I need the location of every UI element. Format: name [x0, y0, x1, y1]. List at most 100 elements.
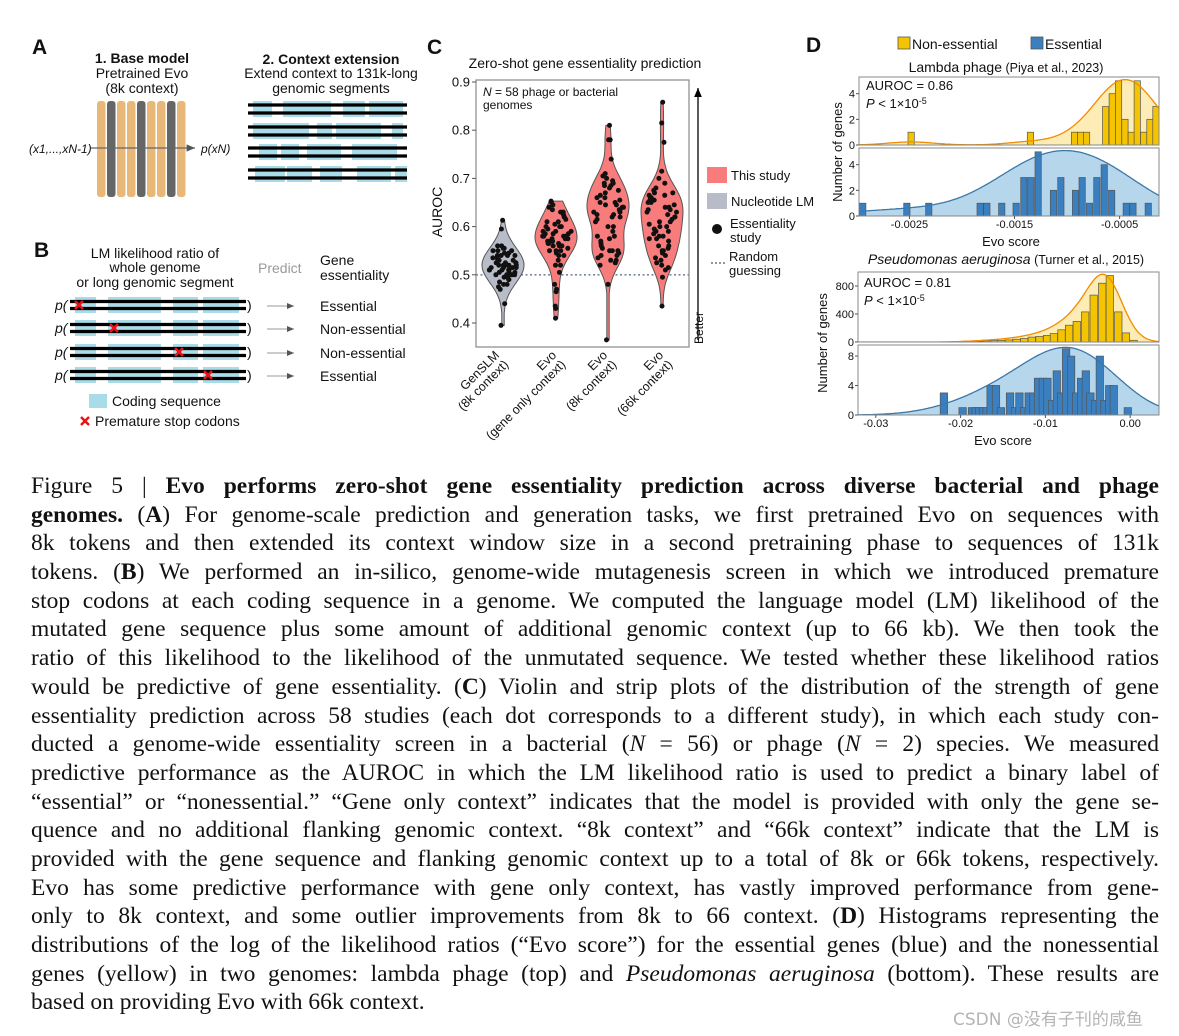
x-tick-label: GenSLM(8k context) — [455, 348, 511, 413]
study-dot — [555, 219, 561, 225]
study-dot — [656, 233, 662, 239]
study-dot — [645, 207, 651, 213]
study-dot — [487, 267, 492, 273]
study-dot — [646, 236, 652, 242]
study-dot — [547, 248, 552, 254]
plot-area — [859, 149, 1159, 216]
x-tick-label: -0.02 — [948, 418, 973, 430]
histogram-bar — [1081, 311, 1090, 342]
histogram-bar — [1098, 282, 1107, 342]
model-layer — [177, 101, 186, 197]
p-symbol: P — [864, 293, 873, 308]
caption-text: ) Histograms representing the — [857, 903, 1159, 930]
base-model-line2: (8k context) — [105, 80, 178, 96]
caption-bold-text: C — [461, 673, 479, 700]
essentiality-label: Essential — [320, 368, 377, 384]
study-dot — [594, 233, 600, 239]
y-tick-label: 0.5 — [452, 267, 470, 282]
study-dot — [671, 202, 677, 208]
study-dot — [653, 255, 658, 261]
legend-this-study: This study — [731, 168, 791, 183]
y-tick-label: 8 — [848, 351, 854, 363]
plot-area — [859, 78, 1159, 145]
coding-sequence-block — [108, 320, 161, 336]
coding-sequence-swatch — [89, 394, 107, 408]
target-line1: Gene — [320, 252, 354, 268]
study-dot — [498, 322, 504, 328]
legend-dot-icon — [712, 224, 722, 234]
caption-line: mutated gene sequence plus some amount o… — [31, 615, 1159, 644]
essentiality-label: Essential — [320, 298, 377, 314]
study-dot — [607, 236, 612, 242]
coding-sequence-block — [108, 344, 161, 360]
p-close-label: ) — [247, 367, 252, 383]
study-dot — [605, 224, 611, 230]
study-dot — [659, 120, 665, 126]
histogram-bar — [1078, 177, 1086, 216]
study-dot — [561, 253, 567, 258]
study-dot — [493, 260, 499, 266]
study-dot — [558, 262, 563, 268]
histogram-bar — [1049, 333, 1058, 342]
histogram-bar — [1083, 131, 1091, 145]
panel-b: B LM likelihood ratio of whole genome or… — [34, 239, 406, 429]
study-dot — [556, 269, 562, 275]
panel-label-b: B — [34, 239, 49, 262]
caption-text: ( — [123, 501, 146, 528]
violin-2 — [586, 124, 630, 341]
histogram-bar — [1095, 355, 1104, 415]
caption-line: stop codons at each coding sequence in a… — [31, 587, 1159, 616]
y-tick-label: 0 — [848, 337, 854, 349]
y-tick-label: 0.4 — [452, 316, 470, 331]
coding-sequence-block — [203, 344, 239, 360]
p-close-label: ) — [247, 320, 252, 336]
caption-text: ) For genome-scale prediction and genera… — [162, 501, 1160, 528]
y-tick-label: 800 — [836, 281, 854, 293]
study-dot — [659, 168, 665, 174]
histogram-bar — [1102, 106, 1110, 145]
study-dot — [556, 243, 562, 249]
legend-swatch-essential — [1030, 36, 1044, 50]
histogram-bar — [1071, 131, 1079, 145]
caption-line: ducted a genome-wide essentiality screen… — [31, 730, 1159, 759]
x-tick-label: Evo(66k context) — [614, 348, 675, 418]
study-dot — [606, 137, 612, 143]
study-dot — [657, 224, 663, 230]
density-area — [859, 79, 1159, 145]
study-dot — [665, 228, 671, 234]
study-dot — [494, 253, 500, 258]
caption-text: essentiality prediction across 58 studie… — [31, 702, 1159, 729]
caption-line: genomes. (A) For genome-scale prediction… — [31, 501, 1159, 530]
histogram-bar — [1133, 80, 1141, 145]
plot-frame — [858, 147, 1160, 217]
study-dot — [549, 236, 555, 242]
histogram-bar — [1152, 106, 1159, 145]
caption-line: essentiality prediction across 58 studie… — [31, 702, 1159, 731]
x-axis-labels: GenSLM(8k context) Evo(gene only context)… — [455, 348, 675, 442]
caption-text: Evo has some predictive performance with… — [31, 874, 1159, 901]
legend-stop-codons: Premature stop codons — [95, 413, 240, 429]
b-title-line1: LM likelihood ratio of — [91, 245, 220, 261]
histogram-bar — [1140, 131, 1148, 145]
context-extension-line1: Extend context to 131k-long — [244, 65, 418, 81]
plot-frame — [475, 79, 690, 348]
watermark: CSDN @没有子刊的咸鱼 — [953, 1010, 1143, 1030]
y-axis-label: AUROC — [429, 187, 445, 238]
study-dot — [604, 337, 609, 343]
study-dot — [546, 204, 552, 210]
figure-5: A 1. Base model Pretrained Evo (8k conte… — [29, 34, 1160, 448]
caption-text: Figure 5 | — [31, 473, 166, 499]
y-tick-label: 400 — [836, 309, 854, 321]
study-dot — [553, 248, 559, 254]
n-symbol: N — [483, 85, 492, 99]
caption-line: genes (yellow) in two genomes: lambda ph… — [31, 960, 1159, 989]
genome-row: p() Essential — [54, 297, 377, 314]
study-dot — [658, 257, 664, 263]
caption-italic-text: N — [629, 731, 646, 758]
study-dot — [553, 228, 559, 234]
histogram-bar — [1093, 177, 1101, 216]
study-dot — [490, 255, 496, 261]
study-dot — [540, 228, 546, 234]
study-dot — [662, 204, 668, 210]
lambda-title: Lambda phage (Piya et al., 2023) — [909, 59, 1104, 75]
